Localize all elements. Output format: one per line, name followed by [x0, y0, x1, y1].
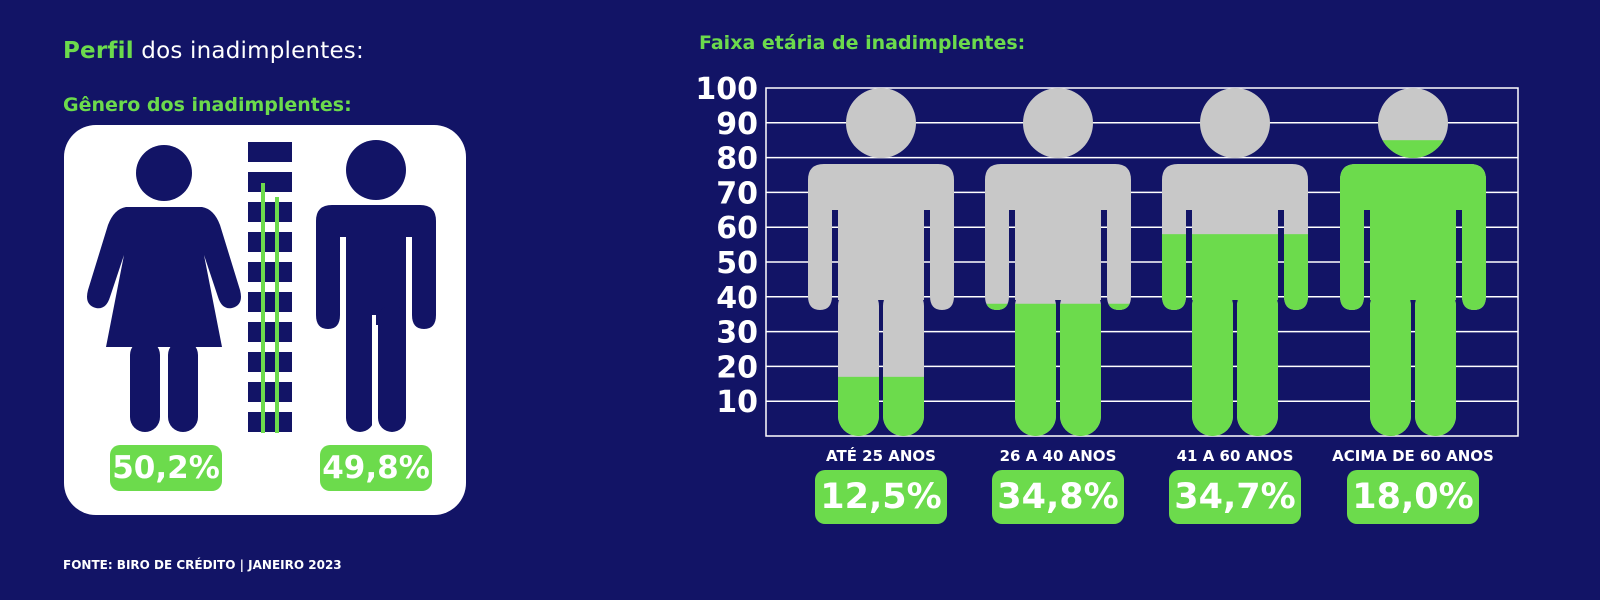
category-label: 26 A 40 ANOS	[999, 447, 1117, 465]
leg-gap	[1233, 300, 1237, 440]
y-tick-label: 90	[716, 107, 758, 142]
category-label: ATÉ 25 ANOS	[826, 447, 936, 465]
y-tick-label: 80	[716, 142, 758, 177]
y-tick-label: 60	[716, 211, 758, 246]
leg-gap	[1411, 300, 1415, 440]
y-tick-label: 50	[716, 246, 758, 281]
ruler-icon	[248, 142, 292, 433]
y-tick-label: 30	[716, 316, 758, 351]
gender-figures	[87, 140, 436, 433]
source-note: FONTE: BIRO DE CRÉDITO | JANEIRO 2023	[63, 558, 342, 572]
page-title-rest: dos inadimplentes:	[133, 38, 364, 64]
female-icon	[87, 145, 241, 432]
y-tick-label: 70	[716, 176, 758, 211]
category-label: 41 A 60 ANOS	[1176, 447, 1294, 465]
age-chart-title: Faixa etária de inadimplentes:	[699, 32, 1026, 54]
value-badge: 34,7%	[1169, 470, 1301, 524]
y-tick-label: 10	[716, 385, 758, 420]
y-tick-label: 40	[716, 281, 758, 316]
male-pct-badge: 49,8%	[320, 445, 432, 491]
page-title-accent: Perfil	[63, 38, 134, 64]
category-label: ACIMA DE 60 ANOS	[1332, 447, 1494, 465]
y-tick-label: 100	[695, 72, 758, 107]
gender-panel: 50,2% 49,8%	[64, 125, 466, 515]
gender-subtitle: Gênero dos inadimplentes:	[63, 94, 352, 116]
leg-gap	[1056, 300, 1060, 440]
value-badge: 34,8%	[992, 470, 1124, 524]
leg-gap	[879, 300, 883, 440]
value-badge: 18,0%	[1347, 470, 1479, 524]
y-tick-label: 20	[716, 350, 758, 385]
page-title: Perfil dos inadimplentes:	[63, 38, 364, 64]
female-pct-badge: 50,2%	[110, 445, 222, 491]
male-icon	[316, 140, 436, 432]
value-badge: 12,5%	[815, 470, 947, 524]
